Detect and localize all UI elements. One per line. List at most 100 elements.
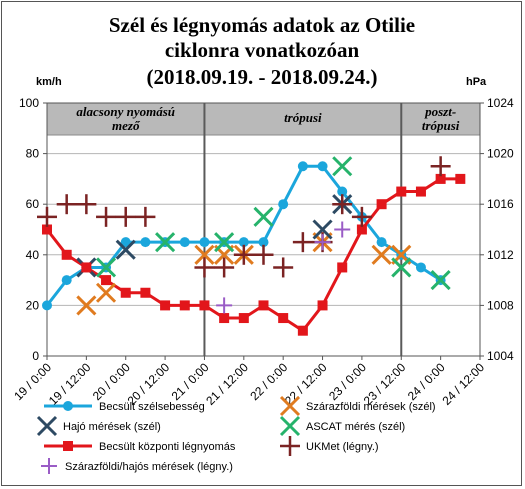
left-axis-tick-label: 60 xyxy=(26,197,40,211)
phase-band xyxy=(47,103,480,135)
series-1-point xyxy=(371,244,392,265)
series-3-point xyxy=(430,270,451,291)
right-axis-tick-label: 1016 xyxy=(487,197,514,211)
legend-swatch-marker xyxy=(63,441,73,451)
series-3-point xyxy=(214,232,235,253)
series-3-point xyxy=(391,257,412,278)
series-4-point xyxy=(317,300,328,311)
series-5-point xyxy=(214,257,235,278)
series-4-point xyxy=(199,300,210,311)
series-0-point xyxy=(140,237,151,248)
series-4-point xyxy=(120,287,131,298)
x-axis-tick-label: 24 / 12:00 xyxy=(439,360,487,408)
left-axis-tick-label: 80 xyxy=(26,147,40,161)
x-axis-tick-label: 19 / 12:00 xyxy=(46,360,94,408)
legend-label: Szárazföldi mérések (szél) xyxy=(306,401,436,413)
series-4-point xyxy=(179,300,190,311)
series-5-point xyxy=(96,206,117,227)
series-0-point xyxy=(337,186,348,197)
series-1-point xyxy=(76,295,97,316)
series-5-point xyxy=(273,257,294,278)
series-5-point xyxy=(56,194,77,215)
left-axis-tick-label: 40 xyxy=(26,248,40,262)
series-0-point xyxy=(297,161,308,172)
chart-title-line-3: (2018.09.19. - 2018.09.24.) xyxy=(147,65,378,89)
legend-swatch-marker xyxy=(279,415,301,437)
phase-label: trópusi xyxy=(422,118,460,133)
series-5-point xyxy=(292,232,313,253)
right-axis-tick-label: 1020 xyxy=(487,147,514,161)
series-3-point xyxy=(253,206,274,227)
x-axis-tick-label: 21 / 12:00 xyxy=(203,360,251,408)
series-0-point xyxy=(179,237,190,248)
legend-item: Szárazföldi mérések (szél) xyxy=(279,395,436,417)
series-5-point xyxy=(135,206,156,227)
series-4-point xyxy=(219,313,230,324)
series-4-point xyxy=(160,300,171,311)
left-axis-tick-label: 100 xyxy=(19,96,39,110)
series-4-point xyxy=(435,173,446,184)
right-axis-tick-label: 1008 xyxy=(487,298,514,312)
legend-item: Becsült központi légnyomás xyxy=(44,441,236,453)
series-5-point xyxy=(115,206,136,227)
legend-swatch-marker xyxy=(280,436,300,456)
series-3-point xyxy=(155,232,176,253)
series-0-point xyxy=(42,300,52,311)
left-axis-tick-label: 0 xyxy=(32,349,39,363)
series-3-point xyxy=(332,156,353,177)
series-5-point xyxy=(253,244,274,265)
legend-label: Becsült szélsebesség xyxy=(99,401,205,413)
chart-title-line-2: ciklonra vonatkozóan xyxy=(165,38,360,62)
right-axis-tick-label: 1024 xyxy=(487,96,514,110)
series-4-point xyxy=(140,287,151,298)
phase-label: trópusi xyxy=(284,110,322,125)
series-4-line xyxy=(45,177,461,333)
series-4-point xyxy=(376,199,387,210)
series-6-point xyxy=(314,234,331,251)
legend-item: Hajó mérések (szél) xyxy=(36,415,161,437)
left-axis-tick-label: 20 xyxy=(26,298,40,312)
series-4-point xyxy=(101,275,112,286)
series-0-point xyxy=(415,262,426,273)
legend-item: UKMet (légny.) xyxy=(280,436,379,456)
series-4-point xyxy=(356,224,367,235)
chart-title: Szél és légnyomás adatok az Otilie ciklo… xyxy=(109,13,415,89)
series-1-point xyxy=(194,244,215,265)
series-0-point xyxy=(238,237,249,248)
legend-item: Becsült szélsebesség xyxy=(44,401,205,413)
right-axis-unit: hPa xyxy=(466,76,487,88)
right-axis-tick-label: 1012 xyxy=(487,248,514,262)
left-axis-unit: km/h xyxy=(36,76,62,88)
series-0-point xyxy=(61,275,72,286)
series-5-point xyxy=(351,206,372,227)
right-axis-tick-label: 1004 xyxy=(487,349,514,363)
chart-title-line-1: Szél és légnyomás adatok az Otilie xyxy=(109,13,415,37)
series-3-point xyxy=(95,257,117,278)
legend-label: Hajó mérések (szél) xyxy=(63,421,161,433)
plot-border xyxy=(46,102,481,357)
series-1-point xyxy=(95,282,117,303)
series-5-point xyxy=(332,194,353,215)
series-5-point xyxy=(233,244,254,265)
legend-label: Szárazföldi/hajós mérések (légny.) xyxy=(65,461,233,473)
series-0-point xyxy=(278,199,289,210)
phase-label: mező xyxy=(112,118,141,133)
legend-swatch-marker xyxy=(36,415,58,437)
series-2-point xyxy=(115,239,136,260)
legend: Becsült szélsebesség Szárazföldi mérések … xyxy=(36,395,436,474)
series-5-point xyxy=(37,206,57,227)
series-4-point xyxy=(258,300,269,311)
series-5-point xyxy=(430,156,451,177)
series-4-point xyxy=(415,186,426,197)
series-6-point xyxy=(216,297,233,314)
series-4-point xyxy=(455,173,466,184)
series-5-point xyxy=(76,194,97,215)
legend-label: Becsült központi légnyomás xyxy=(99,441,236,453)
series-4-point xyxy=(297,325,308,336)
series-0-point xyxy=(258,237,269,248)
series-4-point xyxy=(81,262,92,273)
series-4-point xyxy=(337,262,348,273)
legend-item: ASCAT mérés (szél) xyxy=(279,415,405,437)
